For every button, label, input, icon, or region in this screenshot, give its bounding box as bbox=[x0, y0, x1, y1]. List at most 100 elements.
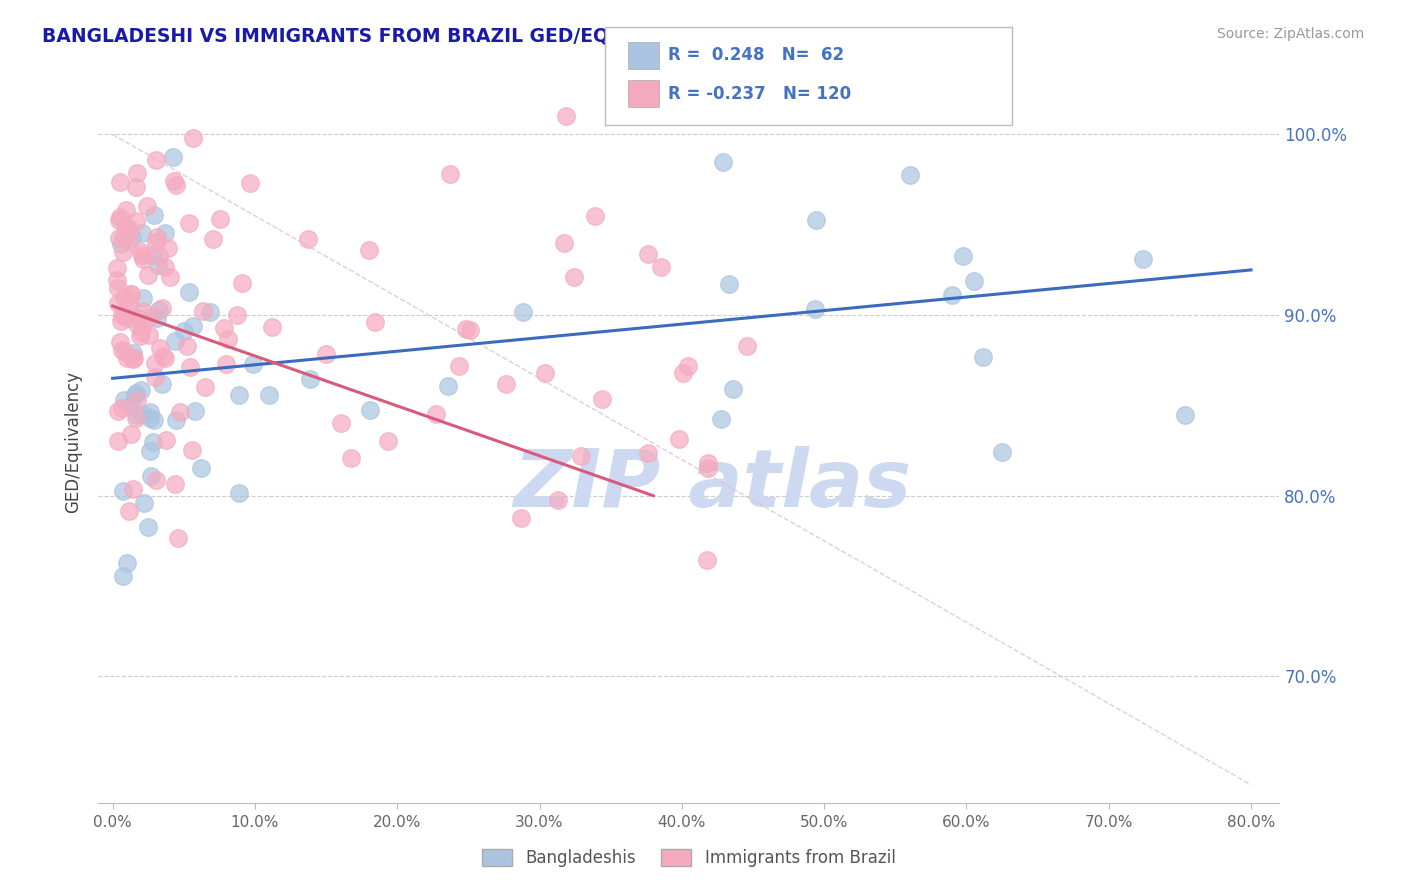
Point bbox=[120, 222, 142, 236]
Text: BANGLADESHI VS IMMIGRANTS FROM BRAZIL GED/EQUIVALENCY CORRELATION CHART: BANGLADESHI VS IMMIGRANTS FROM BRAZIL GE… bbox=[42, 27, 957, 45]
Point bbox=[162, 151, 184, 165]
Point bbox=[583, 209, 606, 223]
Point bbox=[148, 303, 170, 318]
Point bbox=[676, 359, 699, 374]
Point bbox=[711, 155, 734, 169]
Point bbox=[155, 433, 177, 447]
Point bbox=[120, 306, 142, 320]
Point bbox=[121, 351, 143, 366]
Point bbox=[107, 281, 129, 295]
Point bbox=[138, 310, 160, 324]
Point bbox=[672, 366, 695, 380]
Point bbox=[114, 202, 136, 217]
Point bbox=[108, 175, 131, 189]
Point bbox=[141, 468, 163, 483]
Point bbox=[436, 379, 458, 393]
Point bbox=[107, 404, 129, 418]
Point bbox=[806, 213, 828, 227]
Point bbox=[138, 519, 160, 533]
Point bbox=[128, 310, 150, 325]
Point bbox=[330, 417, 353, 431]
Point bbox=[495, 377, 517, 392]
Point bbox=[512, 305, 534, 319]
Point bbox=[510, 511, 533, 525]
Text: Source: ZipAtlas.com: Source: ZipAtlas.com bbox=[1216, 27, 1364, 41]
Point bbox=[150, 377, 173, 392]
Point bbox=[184, 403, 207, 417]
Point bbox=[447, 359, 470, 373]
Point bbox=[357, 243, 380, 257]
Point bbox=[108, 335, 131, 350]
Point bbox=[148, 249, 170, 263]
Point bbox=[115, 219, 138, 234]
Point bbox=[143, 413, 166, 427]
Point bbox=[212, 320, 235, 334]
Point bbox=[111, 308, 134, 322]
Point bbox=[121, 230, 143, 244]
Point bbox=[1173, 408, 1195, 422]
Point bbox=[120, 426, 142, 441]
Point bbox=[637, 446, 659, 460]
Point bbox=[118, 234, 141, 248]
Point bbox=[145, 474, 167, 488]
Point bbox=[145, 235, 167, 250]
Point bbox=[142, 435, 165, 450]
Point bbox=[143, 369, 166, 384]
Point bbox=[425, 408, 447, 422]
Point bbox=[696, 553, 718, 567]
Point bbox=[148, 258, 170, 272]
Point bbox=[145, 153, 167, 167]
Point bbox=[138, 405, 160, 419]
Point bbox=[129, 329, 152, 343]
Point bbox=[228, 388, 250, 402]
Point bbox=[257, 387, 280, 401]
Point bbox=[721, 382, 744, 396]
Point bbox=[143, 208, 166, 222]
Point bbox=[900, 168, 922, 182]
Text: ZIP atlas: ZIP atlas bbox=[513, 446, 911, 524]
Point bbox=[952, 249, 974, 263]
Point bbox=[115, 351, 138, 365]
Point bbox=[735, 339, 758, 353]
Point bbox=[163, 334, 186, 348]
Point bbox=[242, 357, 264, 371]
Point bbox=[127, 166, 149, 180]
Point bbox=[297, 232, 319, 246]
Point bbox=[209, 212, 232, 227]
Point bbox=[591, 392, 613, 406]
Point bbox=[131, 252, 153, 266]
Point bbox=[176, 339, 198, 353]
Point bbox=[107, 296, 129, 310]
Point bbox=[239, 176, 262, 190]
Point bbox=[165, 476, 187, 491]
Point bbox=[200, 305, 222, 319]
Point bbox=[650, 260, 672, 275]
Point bbox=[454, 322, 477, 336]
Point bbox=[131, 248, 153, 262]
Point bbox=[547, 493, 569, 508]
Point bbox=[298, 372, 321, 386]
Point bbox=[125, 317, 148, 331]
Point bbox=[190, 461, 212, 475]
Point bbox=[173, 324, 195, 338]
Point bbox=[141, 248, 163, 262]
Point bbox=[163, 174, 186, 188]
Point bbox=[112, 483, 135, 498]
Point bbox=[637, 247, 659, 261]
Point bbox=[107, 434, 129, 449]
Point bbox=[122, 483, 145, 497]
Point bbox=[534, 366, 557, 380]
Point bbox=[941, 287, 963, 301]
Point bbox=[972, 350, 994, 364]
Point bbox=[231, 276, 253, 290]
Point bbox=[132, 291, 155, 305]
Point bbox=[132, 408, 155, 422]
Point bbox=[156, 241, 179, 255]
Point bbox=[553, 236, 575, 251]
Point bbox=[139, 411, 162, 425]
Point bbox=[120, 398, 142, 412]
Point bbox=[710, 412, 733, 426]
Point bbox=[132, 304, 155, 318]
Point bbox=[121, 345, 143, 359]
Point bbox=[963, 274, 986, 288]
